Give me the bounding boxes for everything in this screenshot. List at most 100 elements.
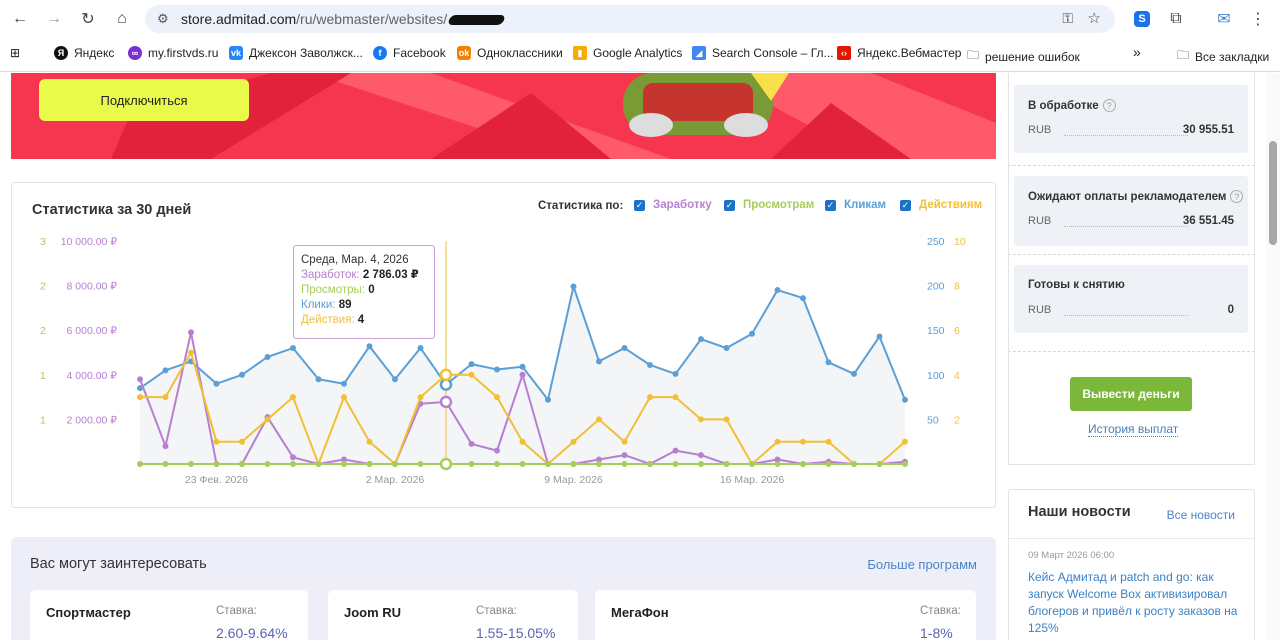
bookmark-yandex[interactable]: Я Яндекс xyxy=(54,46,114,60)
data-point xyxy=(698,461,704,467)
data-point xyxy=(672,447,679,454)
data-point xyxy=(774,287,781,294)
home-icon[interactable]: ⌂ xyxy=(117,10,127,27)
recommended-programs: Вас могут заинтересовать Больше программ… xyxy=(11,537,996,640)
axis-tick-earnings: 4 000.00 ₽ xyxy=(67,370,118,382)
axis-tick-views: 2 xyxy=(40,325,46,337)
data-point xyxy=(162,461,169,467)
data-point xyxy=(800,461,806,467)
balance-awaiting: Ожидают оплаты рекламодателем? RUB 36 55… xyxy=(1014,176,1248,246)
checkbox-checked-icon: ✓ xyxy=(724,199,735,211)
apps-grid-icon[interactable]: ⊞ xyxy=(10,46,21,60)
data-point xyxy=(315,461,322,467)
bookmark-facebook[interactable]: f Facebook xyxy=(373,46,446,60)
axis-tick-earnings: 10 000.00 ₽ xyxy=(61,236,118,248)
data-point xyxy=(366,343,373,350)
axis-tick-clicks: 150 xyxy=(927,325,945,337)
balance-amount: 36 551.45 xyxy=(1182,215,1234,227)
data-point xyxy=(213,380,220,387)
data-point xyxy=(494,394,500,401)
extensions-puzzle-icon[interactable]: ⧉ xyxy=(1170,10,1182,27)
data-point xyxy=(647,394,653,401)
data-point xyxy=(392,376,398,383)
legend-views-toggle[interactable]: ✓ Просмотрам xyxy=(724,199,815,211)
news-title: Наши новости xyxy=(1028,504,1131,520)
profile-icon[interactable]: ✉ xyxy=(1217,11,1231,28)
address-bar[interactable]: ⚙ store.admitad.com/ru/webmaster/website… xyxy=(145,5,1115,33)
all-news-link[interactable]: Все новости xyxy=(1166,508,1235,522)
data-point xyxy=(672,394,679,401)
legend-clicks-toggle[interactable]: ✓ Кликам xyxy=(825,199,887,211)
data-point xyxy=(494,366,500,373)
page-scrollbar[interactable] xyxy=(1266,73,1280,640)
bookmark-firstvds[interactable]: ∞ my.firstvds.ru xyxy=(128,46,218,60)
data-point xyxy=(723,416,730,423)
data-point xyxy=(188,329,194,336)
balance-processing: В обработке? RUB 30 955.51 xyxy=(1014,85,1248,153)
menu-kebab-icon[interactable]: ⋮ xyxy=(1250,11,1266,28)
forward-arrow-icon[interactable]: → xyxy=(46,10,62,27)
data-point xyxy=(264,353,271,360)
data-point xyxy=(902,461,908,467)
folder-icon: 🗀 xyxy=(967,48,980,62)
data-point xyxy=(647,361,653,368)
currency-label: RUB xyxy=(1028,304,1052,316)
bookmark-vk[interactable]: vk Джексон Заволжск... xyxy=(229,46,363,60)
bookmark-google-analytics[interactable]: ▮ Google Analytics xyxy=(573,46,682,60)
more-programs-link[interactable]: Больше программ xyxy=(867,557,977,572)
data-point xyxy=(137,376,143,383)
withdraw-button[interactable]: Вывести деньги xyxy=(1070,377,1192,411)
data-point xyxy=(137,394,143,401)
help-question-icon[interactable]: ? xyxy=(1230,190,1244,203)
bookmark-search-console[interactable]: ◢ Search Console – Гл... xyxy=(692,46,834,60)
axis-tick-earnings: 8 000.00 ₽ xyxy=(67,281,118,293)
legend-actions-toggle[interactable]: ✓ Действиям xyxy=(900,199,983,211)
back-arrow-icon[interactable]: ← xyxy=(12,10,28,27)
x-axis-tick-label: 23 Фев. 2026 xyxy=(185,474,248,486)
scrollbar-thumb[interactable] xyxy=(1269,141,1277,245)
data-point xyxy=(494,447,500,454)
extension-icon[interactable]: S xyxy=(1130,7,1154,31)
rate-label: Ставка: xyxy=(476,605,517,617)
data-point xyxy=(698,452,704,459)
program-card-sportmaster[interactable]: Спортмастер Ставка: 2.60-9.64% xyxy=(30,590,308,640)
stats-chart[interactable]: 1 2 000.00 ₽ 50 2 1 4 000.00 ₽ 100 4 2 6 000.00 ₽… xyxy=(12,183,997,509)
data-point xyxy=(902,438,908,445)
rate-value: 1.55-15.05% xyxy=(476,625,556,640)
redacted-block xyxy=(447,15,506,26)
bookmark-star-icon[interactable]: ☆ xyxy=(1087,10,1101,27)
data-point xyxy=(468,440,475,447)
site-settings-icon[interactable]: ⚙ xyxy=(157,11,169,26)
connect-button[interactable]: Подключиться xyxy=(39,79,249,121)
balance-ready: Готовы к снятию RUB 0 xyxy=(1014,265,1248,333)
password-key-icon[interactable]: ⚿ xyxy=(1062,10,1073,26)
data-point xyxy=(494,461,500,467)
legend-earnings-toggle[interactable]: ✓ Заработку xyxy=(634,199,712,211)
help-question-icon[interactable]: ? xyxy=(1102,99,1116,112)
data-point xyxy=(800,295,806,302)
program-card-megafon[interactable]: МегаФон Ставка: 1-8% xyxy=(595,590,976,640)
data-point xyxy=(239,371,245,378)
all-bookmarks-folder[interactable]: 🗀 Все закладки xyxy=(1177,46,1269,67)
tooltip-actions: Действия: 4 xyxy=(301,314,365,326)
more-bookmarks-chevron-icon[interactable]: » xyxy=(1133,44,1141,60)
data-point xyxy=(774,438,781,445)
promo-banner: Подключиться xyxy=(11,73,996,159)
axis-tick-actions: 6 xyxy=(954,325,960,337)
data-point xyxy=(188,349,194,356)
news-item-link[interactable]: Кейс Адмитад и patch and go: как запуск … xyxy=(1028,570,1238,635)
program-card-joom[interactable]: Joom RU Ставка: 1.55-15.05% xyxy=(328,590,578,640)
browser-toolbar: ← → ↻ ⌂ ⚙ store.admitad.com/ru/webmaster… xyxy=(0,0,1280,72)
x-axis-tick-label: 9 Мар. 2026 xyxy=(544,474,603,486)
data-point xyxy=(468,461,475,467)
reload-icon[interactable]: ↻ xyxy=(81,11,95,28)
data-point xyxy=(392,461,398,467)
stats-card: Статистика за 30 дней Статистика по: ✓ За… xyxy=(11,182,996,508)
payout-history-link[interactable]: История выплат xyxy=(1088,422,1179,437)
bookmark-odnoklassniki[interactable]: ok Одноклассники xyxy=(457,46,563,60)
bookmark-folder-errors[interactable]: 🗀 решение ошибок xyxy=(967,46,1080,67)
data-point xyxy=(315,376,322,383)
data-point xyxy=(570,283,577,290)
bookmark-yandex-webmaster[interactable]: ‹› Яндекс.Вебмастер xyxy=(837,46,961,60)
stats-title: Статистика за 30 дней xyxy=(32,202,192,218)
